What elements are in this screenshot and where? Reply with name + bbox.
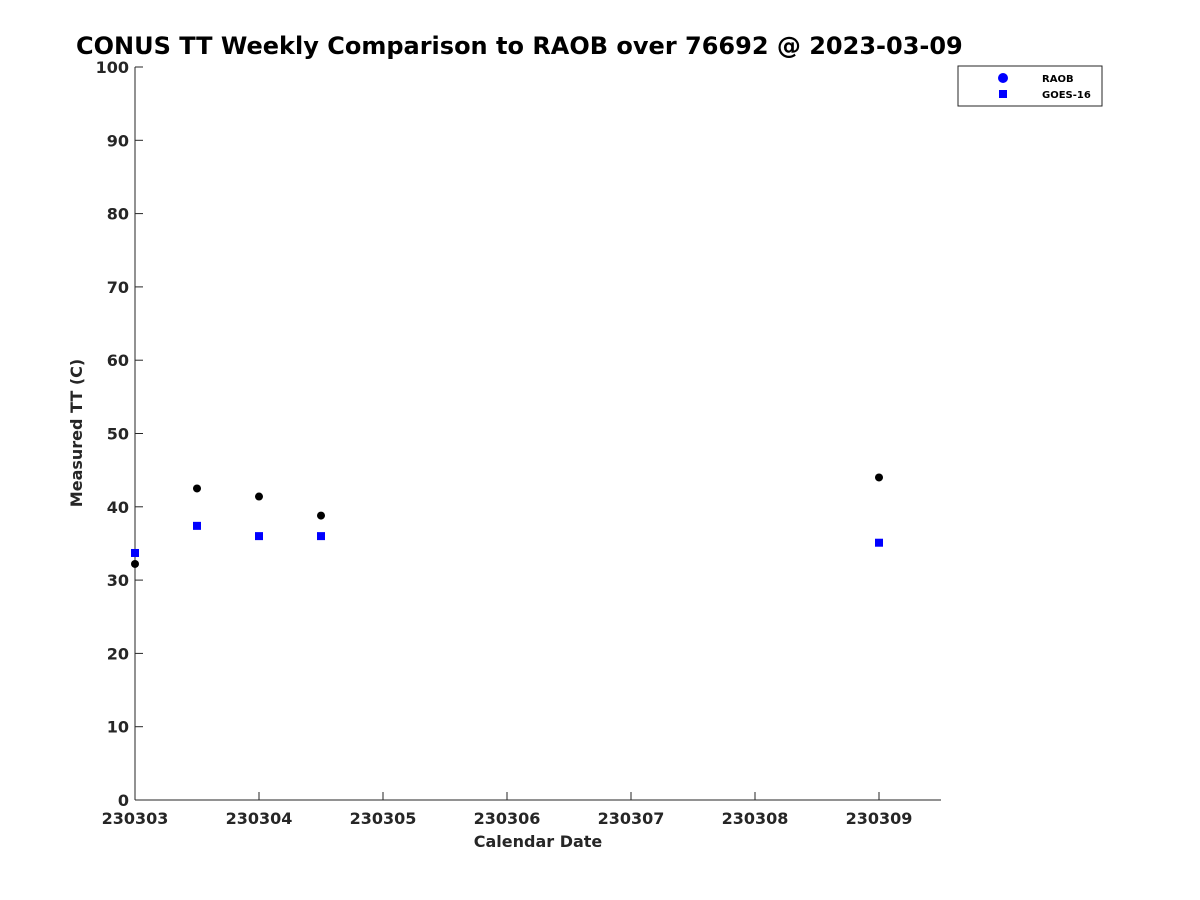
y-tick-label: 70 — [107, 278, 129, 297]
raob-point — [131, 559, 139, 568]
goes16-point — [317, 532, 325, 541]
legend-box — [957, 65, 1103, 107]
raob-point — [193, 484, 201, 493]
raob-point — [255, 492, 263, 501]
x-tick-label: 230305 — [350, 809, 417, 828]
y-tick-label: 0 — [118, 791, 129, 810]
y-tick-label: 40 — [107, 498, 129, 517]
y-tick-label: 100 — [96, 58, 129, 77]
legend-raob-marker — [998, 73, 1008, 83]
y-tick-label: 30 — [107, 571, 129, 590]
legend-entry-label: RAOB — [1042, 74, 1074, 85]
raob-point — [317, 511, 325, 520]
y-axis-label: Measured TT (C) — [67, 359, 86, 507]
chart-title: CONUS TT Weekly Comparison to RAOB over … — [76, 32, 963, 60]
x-tick-label: 230307 — [598, 809, 665, 828]
goes16-point — [255, 532, 263, 541]
goes16-point — [193, 521, 201, 530]
legend-entry-label: GOES-16 — [1042, 90, 1091, 101]
legend: RAOB GOES-16 — [957, 65, 1103, 107]
y-tick-label: 50 — [107, 425, 129, 444]
x-tick-label: 230306 — [474, 809, 541, 828]
x-tick-label: 230308 — [722, 809, 789, 828]
axes — [134, 67, 941, 801]
y-tick-label: 90 — [107, 131, 129, 150]
raob-point — [875, 473, 883, 482]
y-tick-label: 10 — [107, 718, 129, 737]
x-tick-label: 230303 — [102, 809, 169, 828]
x-axis-label: Calendar Date — [474, 832, 603, 851]
x-tick-label: 230304 — [226, 809, 293, 828]
data-marks — [131, 473, 883, 568]
x-tick-label: 230309 — [846, 809, 913, 828]
y-tick-label: 20 — [107, 644, 129, 663]
y-tick-label: 60 — [107, 351, 129, 370]
legend-goes16-marker — [999, 90, 1007, 98]
goes16-point — [131, 548, 139, 557]
y-tick-label: 80 — [107, 205, 129, 224]
axis-ticks: 0 10 20 30 40 50 60 70 80 90 100 230303 230304 230305… — [96, 58, 913, 828]
goes16-point — [875, 538, 883, 547]
